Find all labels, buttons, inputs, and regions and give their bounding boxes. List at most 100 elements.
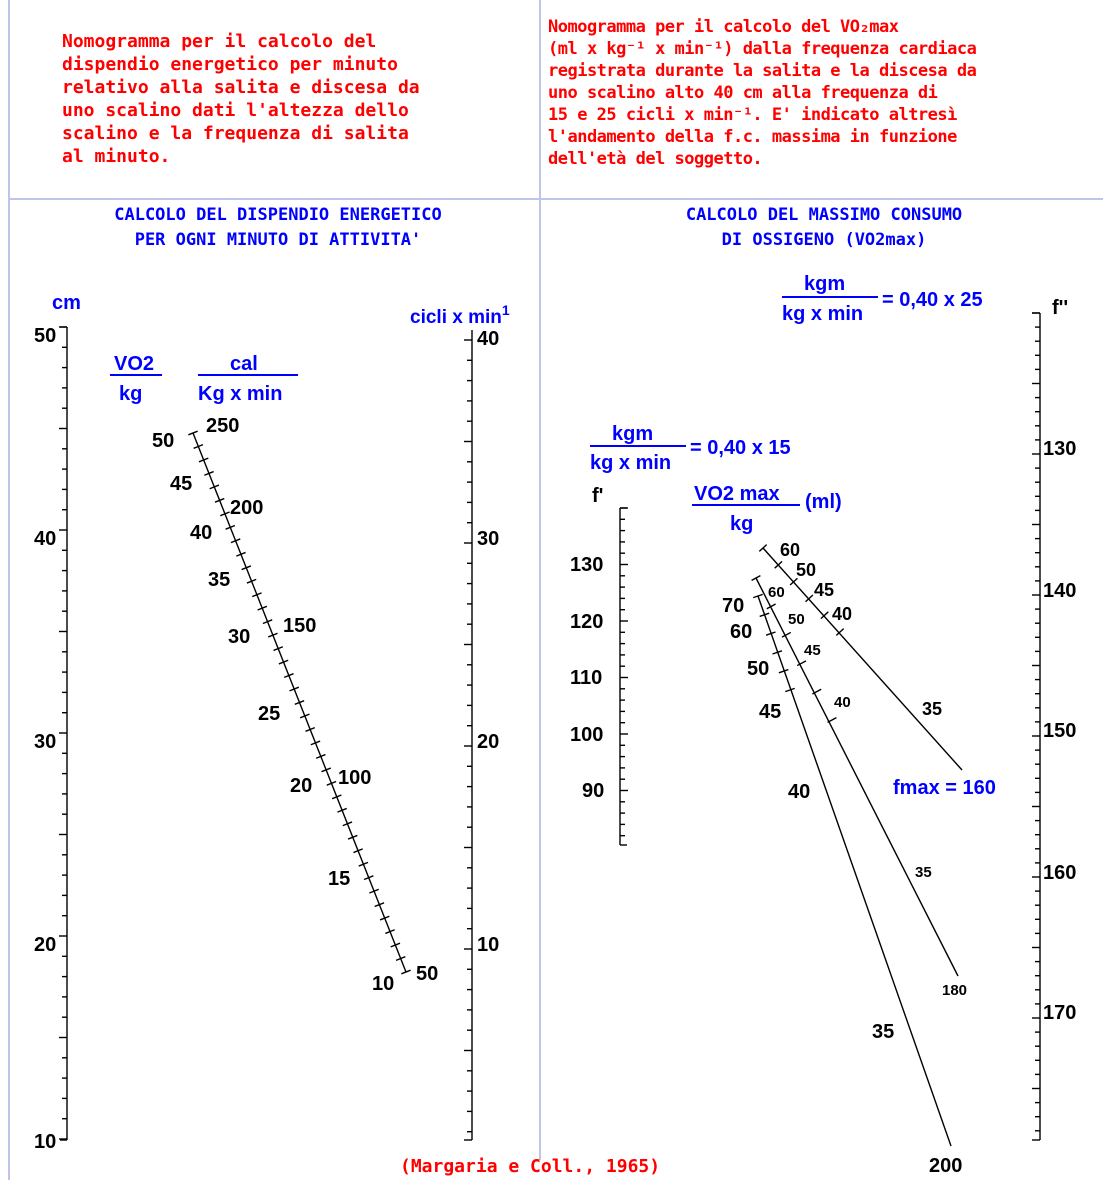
height-tick-label: 40 [34,528,56,550]
formula-25-rhs: = 0,40 x 25 [882,289,983,311]
line-160-tick [789,577,798,586]
f-prime-tick-label: 110 [570,667,602,689]
line-200-tick [759,612,770,618]
line-180-tick-label: 40 [834,694,851,711]
vo2-tick-label: 40 [190,522,212,544]
cycles-tick-label: 20 [477,731,499,753]
cycles-tick-label: 30 [477,528,499,550]
line-160-tick-label: 40 [832,604,852,624]
cycles-axis-unit-sup: 1 [502,302,510,318]
right-description-line: l'andamento della f.c. massima in funzio… [548,127,957,147]
energy-line-tick [310,740,321,746]
energy-line-tick [188,430,198,436]
line-160-tick [758,544,768,552]
line-200-tick-label: 50 [747,658,769,680]
formula-15-rhs: = 0,40 x 15 [690,437,791,459]
energy-line-tick [353,848,363,854]
energy-line-tick [347,834,358,840]
f-prime-tick-label: 100 [570,724,603,746]
energy-line-tick [369,888,379,894]
energy-line-tick [321,767,332,773]
vo2-tick-label: 20 [290,775,312,797]
line-180-tick [781,631,792,638]
energy-line-tick [395,956,406,962]
formula-15-num: kgm [612,423,653,445]
f-double-tick-label: 160 [1043,862,1076,884]
energy-line-tick [225,524,236,530]
right-description: Nomogramma per il calcolo del VO₂max (ml… [548,16,977,170]
line-160-end-label: fmax = 160 [893,777,996,799]
energy-line-tick [278,659,289,665]
cycles-axis-unit-text: cicli x min [410,307,502,328]
line-160-tick [805,594,814,603]
vo2-tick-label: 50 [152,430,174,452]
f-prime-tick-label: 120 [570,611,603,633]
header-divider [8,198,1103,200]
f-double-tick-label: 170 [1043,1002,1076,1024]
left-description-line: al minuto. [62,146,171,167]
line-180-tick-label: 60 [768,584,785,601]
energy-line-tick [331,794,342,800]
cycles-tick-label: 10 [477,934,499,956]
energy-line-tick [337,807,348,813]
f-double-tick-label: 140 [1043,580,1076,602]
line-200-tick [778,668,789,674]
line-200-tick-label: 40 [788,781,810,803]
cycles-tick-label: 40 [477,328,499,350]
f-prime-tick-label: 90 [582,780,604,802]
energy-line-tick [401,969,411,975]
f-double-tick-label: 150 [1043,720,1076,742]
left-panel-title-line2: PER OGNI MINUTO DI ATTIVITA' [134,230,422,250]
left-description-line: relativo alla salita e discesa da [62,77,420,98]
line-180: 60 50 45 40 35 180 [751,575,967,999]
energy-line-tick [305,726,316,732]
height-tick-label: 30 [34,731,56,753]
formula-25: kgm kg x min = 0,40 x 25 [782,273,983,325]
line-160-tick-label: 50 [796,560,816,580]
energy-line-tick [251,592,262,598]
energy-line-tick [283,673,294,679]
line-200-tick-label: 45 [759,701,781,723]
energy-line-tick [289,686,300,692]
height-axis-unit: cm [52,292,81,314]
line-180-tick [751,575,761,581]
energy-line: 50 45 40 35 30 25 20 15 10 250 200 150 1… [152,415,438,995]
citation: (Margaria e Coll., 1965) [400,1156,661,1177]
energy-line-tick [326,780,337,786]
cal-header-den: Kg x min [198,383,282,405]
cal-tick-label: 50 [416,963,438,985]
energy-line-tick [198,457,209,463]
cal-tick-label: 150 [283,615,316,637]
right-panel-title-line1: CALCOLO DEL MASSIMO CONSUMO [685,205,963,225]
vo2-tick-label: 25 [258,703,280,725]
f-double-axis: f'' 130 140 150 160 170 [1032,297,1076,1141]
energy-line-tick [257,605,268,611]
f-prime-axis: f' 130 120 110 100 90 [570,485,628,846]
line-200: 70 60 50 45 40 35 200 [722,593,962,1177]
vo2max-header-den: kg [730,513,753,535]
line-200-tick-label: 35 [872,1021,894,1043]
vo2-tick-label: 45 [170,473,192,495]
left-description-line: Nomogramma per il calcolo del [62,31,377,52]
cycles-axis-unit: cicli x min1 [410,302,510,328]
vo2-tick-label: 30 [228,626,250,648]
energy-line-tick [358,861,369,867]
height-axis: cm 50 40 30 20 10 [34,292,81,1153]
formula-25-den: kg x min [782,303,863,325]
cycles-axis: cicli x min1 40 30 20 10 [410,302,510,1141]
energy-line-tick [374,902,385,908]
height-tick-label: 20 [34,934,56,956]
line-180-tick [796,660,807,667]
cal-header-num: cal [230,353,258,375]
left-panel-title-line1: CALCOLO DEL DISPENDIO ENERGETICO [114,205,442,225]
formula-15: kgm kg x min = 0,40 x 15 [590,423,791,474]
cal-tick-label: 100 [338,767,371,789]
line-180-tick-label: 50 [788,611,805,628]
line-180-tick [766,603,776,610]
energy-line-tick [209,484,220,490]
vo2-tick-label: 35 [208,569,230,591]
energy-line-tick [236,551,246,557]
line-180-tick-label: 35 [915,864,932,881]
vo2max-header-num: VO2 max [694,483,780,505]
